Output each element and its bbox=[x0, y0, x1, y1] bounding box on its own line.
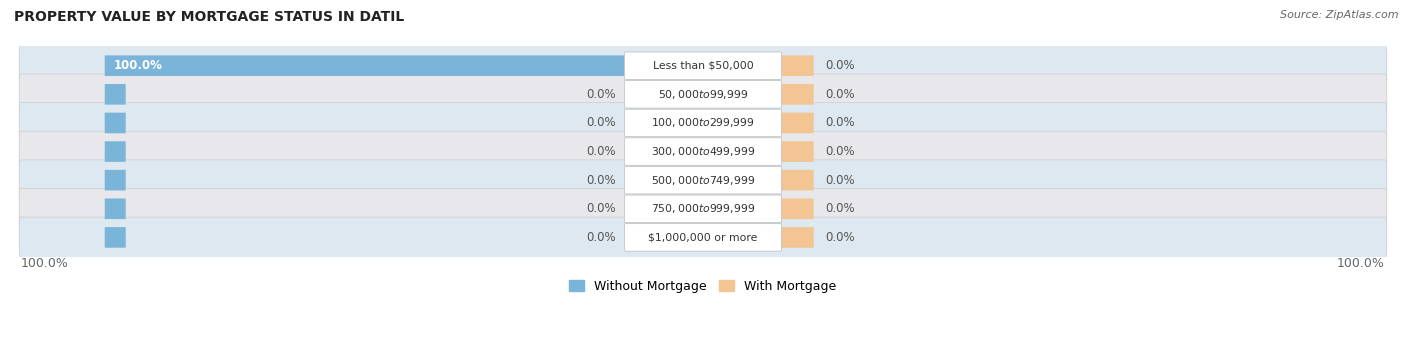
FancyBboxPatch shape bbox=[780, 56, 814, 76]
FancyBboxPatch shape bbox=[780, 84, 814, 105]
Legend: Without Mortgage, With Mortgage: Without Mortgage, With Mortgage bbox=[564, 275, 842, 298]
Text: $750,000 to $999,999: $750,000 to $999,999 bbox=[651, 202, 755, 215]
Text: $50,000 to $99,999: $50,000 to $99,999 bbox=[658, 88, 748, 101]
Text: 0.0%: 0.0% bbox=[825, 202, 855, 215]
Text: $300,000 to $499,999: $300,000 to $499,999 bbox=[651, 145, 755, 158]
FancyBboxPatch shape bbox=[20, 74, 1386, 115]
FancyBboxPatch shape bbox=[20, 217, 1386, 258]
FancyBboxPatch shape bbox=[624, 80, 782, 108]
FancyBboxPatch shape bbox=[624, 109, 782, 137]
FancyBboxPatch shape bbox=[104, 141, 125, 162]
Text: $1,000,000 or more: $1,000,000 or more bbox=[648, 233, 758, 242]
Text: 100.0%: 100.0% bbox=[1337, 257, 1385, 270]
Text: 0.0%: 0.0% bbox=[586, 116, 616, 130]
Text: 0.0%: 0.0% bbox=[825, 116, 855, 130]
FancyBboxPatch shape bbox=[624, 166, 782, 194]
Text: 0.0%: 0.0% bbox=[586, 202, 616, 215]
Text: 0.0%: 0.0% bbox=[825, 231, 855, 244]
Text: Source: ZipAtlas.com: Source: ZipAtlas.com bbox=[1281, 10, 1399, 20]
FancyBboxPatch shape bbox=[624, 52, 782, 79]
Text: 0.0%: 0.0% bbox=[825, 59, 855, 72]
Text: 0.0%: 0.0% bbox=[586, 88, 616, 101]
FancyBboxPatch shape bbox=[780, 113, 814, 133]
FancyBboxPatch shape bbox=[624, 138, 782, 165]
Text: $100,000 to $299,999: $100,000 to $299,999 bbox=[651, 116, 755, 130]
Text: 0.0%: 0.0% bbox=[586, 145, 616, 158]
FancyBboxPatch shape bbox=[780, 227, 814, 248]
FancyBboxPatch shape bbox=[104, 227, 125, 248]
Text: 0.0%: 0.0% bbox=[825, 174, 855, 187]
FancyBboxPatch shape bbox=[624, 224, 782, 251]
Text: Less than $50,000: Less than $50,000 bbox=[652, 61, 754, 71]
FancyBboxPatch shape bbox=[20, 160, 1386, 201]
Text: 0.0%: 0.0% bbox=[586, 174, 616, 187]
FancyBboxPatch shape bbox=[104, 198, 125, 219]
Text: $500,000 to $749,999: $500,000 to $749,999 bbox=[651, 174, 755, 187]
FancyBboxPatch shape bbox=[780, 170, 814, 191]
Text: PROPERTY VALUE BY MORTGAGE STATUS IN DATIL: PROPERTY VALUE BY MORTGAGE STATUS IN DAT… bbox=[14, 10, 405, 24]
FancyBboxPatch shape bbox=[104, 170, 125, 191]
FancyBboxPatch shape bbox=[780, 141, 814, 162]
FancyBboxPatch shape bbox=[104, 84, 125, 105]
FancyBboxPatch shape bbox=[20, 103, 1386, 143]
Text: 100.0%: 100.0% bbox=[21, 257, 69, 270]
FancyBboxPatch shape bbox=[20, 189, 1386, 229]
Text: 0.0%: 0.0% bbox=[586, 231, 616, 244]
FancyBboxPatch shape bbox=[20, 131, 1386, 172]
FancyBboxPatch shape bbox=[104, 56, 703, 76]
Text: 0.0%: 0.0% bbox=[825, 145, 855, 158]
FancyBboxPatch shape bbox=[20, 45, 1386, 86]
Text: 100.0%: 100.0% bbox=[114, 59, 163, 72]
FancyBboxPatch shape bbox=[780, 198, 814, 219]
FancyBboxPatch shape bbox=[104, 113, 125, 133]
Text: 0.0%: 0.0% bbox=[825, 88, 855, 101]
FancyBboxPatch shape bbox=[624, 195, 782, 223]
